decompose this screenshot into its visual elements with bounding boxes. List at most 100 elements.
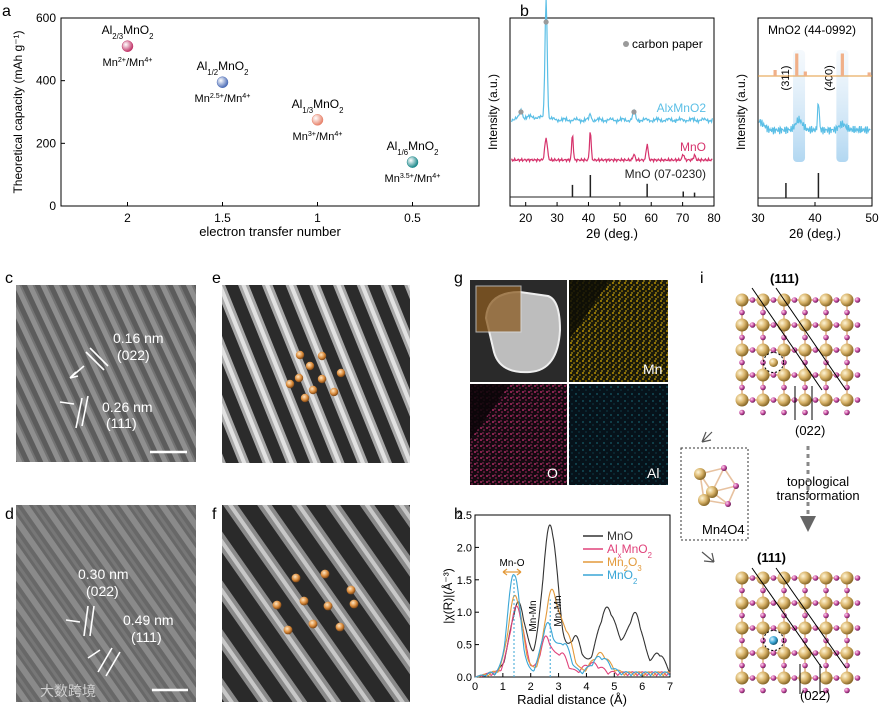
atom-o [833,347,840,353]
atom-o [854,397,861,403]
carbon-paper-label: carbon paper [632,37,703,51]
atom-o [812,675,819,681]
atom-mn [798,596,812,610]
atom-o [749,322,756,328]
panel-a-points: Al2/3MnO2 Mn2+/Mn4+ Al1/2MnO2 Mn2.5+/Mn4+ Al… [102,23,441,185]
c-plane-2: (111) [106,415,137,431]
atom-o [812,397,819,403]
i-top-plane-111: (111) [770,271,799,286]
atom-dot [300,393,310,403]
atom-o [854,347,861,353]
atom-mn [819,343,833,357]
i-label-transformation: transformation [776,488,859,503]
bR-ref-peak [795,53,799,76]
crystal-structure-bottom [735,567,861,694]
atom-overlay-e [285,350,346,403]
atom-o [781,409,787,416]
atom-o [770,575,777,581]
annot-mn-o: Mn-O [500,558,525,569]
atom-dot [285,379,295,389]
h-ytick-label: 0.5 [457,640,472,652]
center-site-atom [769,636,778,645]
center-site-ring [763,352,784,373]
bL-carbon-marker [631,109,637,115]
ref-label-mno2: MnO2 (44-0992) [768,23,856,37]
panel-h: h 0 1 2 3 4 5 6 70.00.51.01.52.02.5 MnOAlxMnO2M… [440,506,673,707]
atom-o [823,662,829,669]
atom-mn [756,621,770,635]
atom-o [781,662,787,669]
atom-o [854,600,861,606]
atom-mn [735,293,749,307]
atom-mn [735,368,749,382]
atom-o [802,409,808,416]
atom-dot [349,599,359,609]
a-point-couple: Mn3+/Mn4+ [293,130,343,143]
atom-o [823,409,829,416]
atom-mn [798,621,812,635]
atom-dot [335,622,345,632]
atom-o [739,612,745,619]
atom-dot [323,601,333,611]
atom-o [749,600,756,606]
a-point-couple: Mn3.5+/Mn4+ [385,172,441,185]
atom-o [854,297,861,303]
h-xtick-label: 3 [556,681,562,693]
atom-o [749,625,756,631]
watermark-text: 大数跨境 [40,683,96,699]
atom-mn [735,596,749,610]
h-ytick-label: 2.5 [457,510,472,522]
atom-o [760,384,766,391]
atom-dot [346,585,356,595]
atom-mn [798,368,812,382]
atom-o [749,347,756,353]
bR-ref-peak [840,53,844,76]
atom-mn [777,368,791,382]
c-plane-1: (022) [117,347,150,363]
atom-o [739,409,745,416]
bR-highlight-band [836,50,849,162]
h-xtick-label: 1 [500,681,506,693]
atom-mn [819,368,833,382]
a-ytick-label: 200 [36,136,56,150]
atom-o [760,587,766,594]
atom-o [833,397,840,403]
atom-dot [305,361,315,371]
atom-o [823,359,829,366]
d-spacing-1: 0.30 nm [78,566,129,582]
panel-letter-f: f [212,506,217,523]
atom-mn [735,318,749,332]
atom-o [739,662,745,669]
atom-dot [294,373,304,383]
atom-o [781,359,787,366]
atom-o [854,650,861,656]
atom-o [844,334,850,341]
annot-mn-mn-1: Mn-Mn [528,600,539,631]
atom-o [781,587,787,594]
bL-xtick-label: 50 [613,211,627,225]
atom-mn [840,571,854,585]
atom-o [791,322,798,328]
atom-mn [840,368,854,382]
atom-mn [756,646,770,660]
atom-mn [735,671,749,685]
panel-letter-e: e [212,270,221,287]
bR-ref-peak [867,72,871,76]
atom-o [791,297,798,303]
atom-o [802,384,808,391]
atom-o [844,687,850,694]
h-ytick-label: 1.0 [457,607,472,619]
series-label-alxmno2: AlxMnO2 [657,101,707,115]
panel-letter-h: h [454,506,463,523]
atom-dot [299,596,309,606]
bR-highlight-label: (311) [780,66,792,91]
bR-ref-peak [773,70,777,76]
atom-o [854,625,861,631]
h-legend-label: MnO [607,529,633,543]
panel-e: e [212,270,410,463]
filtered-image-e [222,285,410,463]
cluster-o [721,465,727,471]
bR-xtick-label: 50 [865,211,879,225]
atom-mn [819,318,833,332]
atom-o [749,675,756,681]
